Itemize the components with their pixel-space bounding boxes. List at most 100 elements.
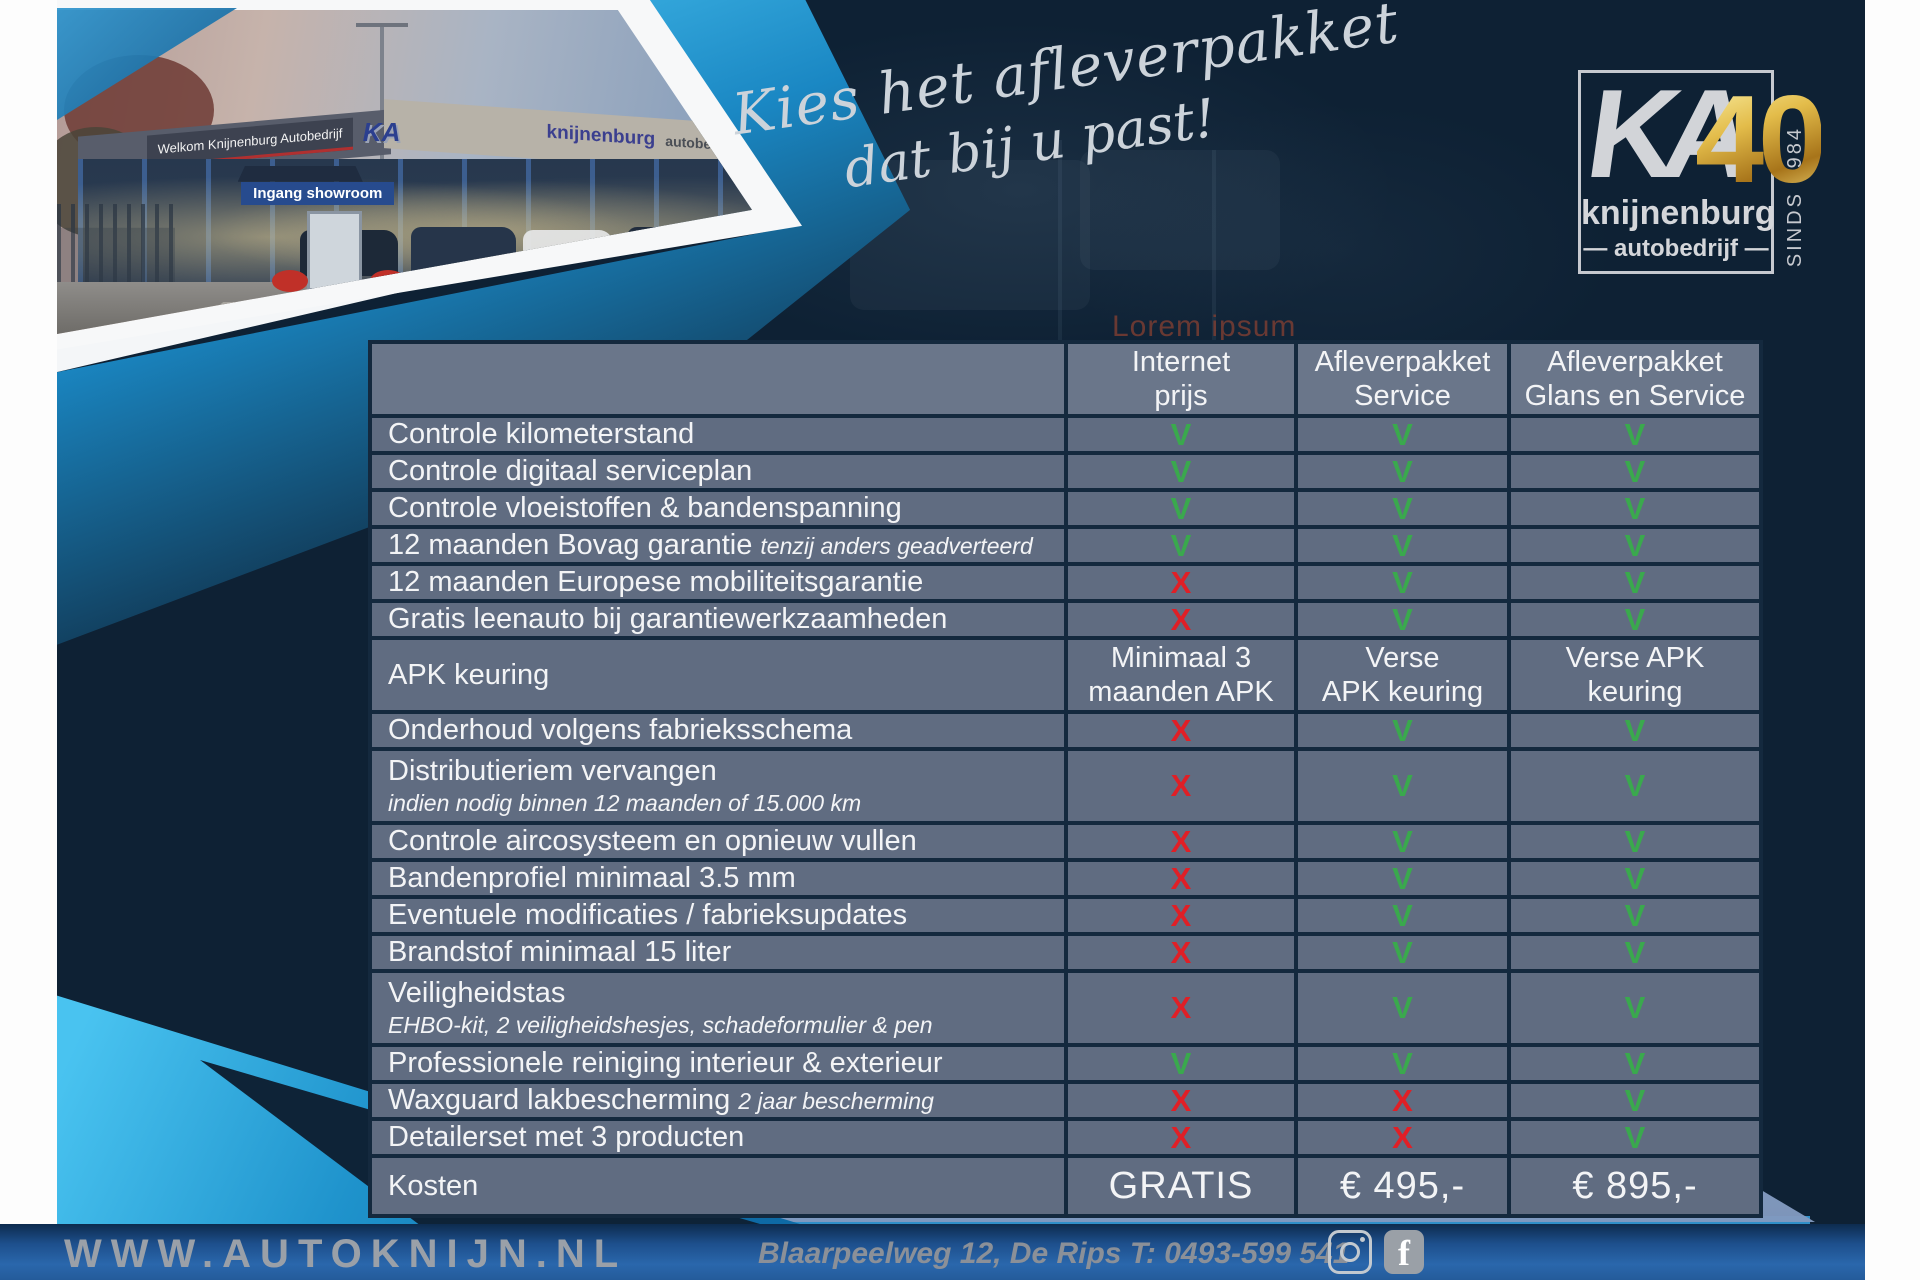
- row-label-subtext: EHBO-kit, 2 veiligheidshesjes, schadefor…: [388, 1012, 933, 1038]
- check-mark: V: [1624, 990, 1646, 1025]
- package-comparison-table: Internet prijs Afleverpakket Service Aflever…: [368, 340, 1763, 1218]
- check-mark: V: [1392, 416, 1413, 452]
- check-mark: V: [1392, 897, 1413, 933]
- cross-mark: X: [1170, 823, 1192, 859]
- row-label-cell: Distributieriem vervangen indien nodig bi…: [372, 751, 1064, 821]
- value-cell: V: [1298, 564, 1507, 600]
- value-text-cell: Minimaal 3 maanden APK: [1068, 640, 1294, 710]
- cross-mark: X: [1392, 1119, 1413, 1155]
- website-url[interactable]: WWW.AUTOKNIJN.NL: [64, 1232, 628, 1276]
- row-label-cell: Controle digitaal serviceplan: [372, 455, 1064, 488]
- logo-40-years-gold: 40: [1695, 71, 1827, 209]
- check-mark: V: [1624, 1082, 1646, 1118]
- row-label-cell: APK keuring: [372, 640, 1064, 710]
- check-mark: V: [1624, 601, 1646, 637]
- value-cell: V: [1068, 454, 1294, 489]
- check-mark: V: [1624, 1045, 1646, 1081]
- background-pole: [1058, 140, 1062, 520]
- company-logo: KA 40 knijnenburg autobedrijf SINDS 1984: [1578, 63, 1827, 274]
- facebook-icon[interactable]: f: [1384, 1230, 1424, 1274]
- value-cell: V: [1298, 416, 1507, 452]
- check-mark: V: [1392, 564, 1413, 600]
- cross-mark: X: [1170, 897, 1192, 933]
- background-pole: [1212, 150, 1216, 480]
- price-cell: € 895,-: [1511, 1158, 1759, 1214]
- value-cell: X: [1298, 1082, 1507, 1118]
- footer-bar: WWW.AUTOKNIJN.NL Blaarpeelweg 12, De Rip…: [0, 1224, 1865, 1280]
- fascia-brand-name: knijnenburg: [546, 121, 655, 150]
- value-cell: V: [1298, 528, 1507, 563]
- instagram-dot: [1360, 1237, 1365, 1242]
- value-cell: V: [1511, 935, 1759, 970]
- value-cell: V: [1511, 824, 1759, 859]
- price-cell: € 495,-: [1298, 1158, 1507, 1214]
- value-text-cell: Verse APK keuring: [1298, 640, 1507, 710]
- row-label: Professionele reiniging interieur & exte…: [388, 1047, 943, 1079]
- cross-mark: X: [1392, 1082, 1413, 1118]
- logo-company-sub: autobedrijf: [1581, 235, 1771, 263]
- check-mark: V: [1624, 416, 1646, 452]
- row-label-subtext: indien nodig binnen 12 maanden of 15.000…: [388, 790, 862, 816]
- check-mark: V: [1170, 490, 1192, 526]
- row-label-cell: Veiligheidstas EHBO-kit, 2 veiligheidshes…: [372, 973, 1064, 1043]
- value-cell: V: [1511, 454, 1759, 489]
- check-mark: V: [1624, 564, 1646, 600]
- fascia-ka-logo: KA: [362, 116, 401, 147]
- value-cell: V: [1511, 1045, 1759, 1081]
- value-text-line: keuring: [1587, 676, 1683, 708]
- left-white-strip: [0, 0, 57, 1224]
- row-label-cell: Controle vloeistoffen & bandenspanning: [372, 492, 1064, 525]
- value-cell: V: [1511, 1082, 1759, 1118]
- row-label: Detailerset met 3 producten: [388, 1121, 745, 1153]
- value-cell: V: [1298, 1045, 1507, 1081]
- price-cell: GRATIS: [1068, 1158, 1294, 1214]
- cross-mark: X: [1170, 601, 1192, 637]
- value-cell: X: [1068, 973, 1294, 1043]
- value-cell: V: [1511, 751, 1759, 821]
- value-cell: X: [1068, 897, 1294, 933]
- column-header-line2: prijs: [1154, 380, 1208, 412]
- row-label: APK keuring: [388, 658, 550, 691]
- check-mark: V: [1392, 860, 1413, 896]
- check-mark: V: [1392, 934, 1413, 970]
- value-text-line: APK keuring: [1321, 676, 1484, 708]
- row-label-cell: 12 maanden Bovag garantie tenzij anders g…: [372, 529, 1064, 562]
- value-cell: X: [1068, 823, 1294, 859]
- value-cell: X: [1068, 601, 1294, 637]
- value-cell: V: [1298, 602, 1507, 637]
- value-cell: V: [1068, 490, 1294, 526]
- row-label-cell: Professionele reiniging interieur & exte…: [372, 1047, 1064, 1080]
- instagram-lens: [1340, 1242, 1360, 1262]
- row-label-cell: Gratis leenauto bij garantiewerkzaamhede…: [372, 603, 1064, 636]
- entrance-sign: Ingang showroom: [241, 181, 395, 205]
- value-text-cell: Verse APK keuring: [1511, 640, 1759, 710]
- value-cell: V: [1511, 528, 1759, 563]
- instagram-icon[interactable]: [1328, 1230, 1372, 1274]
- check-mark: V: [1392, 1045, 1413, 1081]
- column-header-line1: Internet: [1131, 346, 1231, 378]
- row-label-cell: Brandstof minimaal 15 liter: [372, 936, 1064, 969]
- check-mark: V: [1392, 823, 1413, 859]
- row-label-cell: Detailerset met 3 producten: [372, 1121, 1064, 1154]
- row-label-cell: Eventuele modificaties / fabrieksupdates: [372, 899, 1064, 932]
- column-header-line2: Service: [1354, 380, 1451, 412]
- column-header: Afleverpakket Service: [1298, 344, 1507, 414]
- value-cell: X: [1068, 751, 1294, 821]
- row-label: Waxguard lakbescherming 2 jaar beschermin…: [388, 1084, 934, 1116]
- row-label: Controle vloeistoffen & bandenspanning: [388, 492, 902, 524]
- row-label: Controle digitaal serviceplan: [388, 455, 753, 487]
- row-label: Kosten: [388, 1169, 479, 1202]
- row-label-cell: Controle aircosysteem en opnieuw vullen: [372, 825, 1064, 858]
- check-mark: V: [1170, 416, 1192, 452]
- value-cell: V: [1511, 416, 1759, 452]
- value-cell: V: [1298, 860, 1507, 896]
- value-cell: V: [1298, 823, 1507, 859]
- column-header-line1: Afleverpakket: [1547, 346, 1723, 378]
- check-mark: V: [1392, 990, 1413, 1025]
- cross-mark: X: [1170, 860, 1192, 896]
- row-label: 12 maanden Bovag garantie tenzij anders g…: [388, 529, 1033, 561]
- value-cell: V: [1511, 861, 1759, 896]
- photo-entrance-canopy: [237, 165, 363, 182]
- row-label-cell: Waxguard lakbescherming 2 jaar beschermin…: [372, 1084, 1064, 1117]
